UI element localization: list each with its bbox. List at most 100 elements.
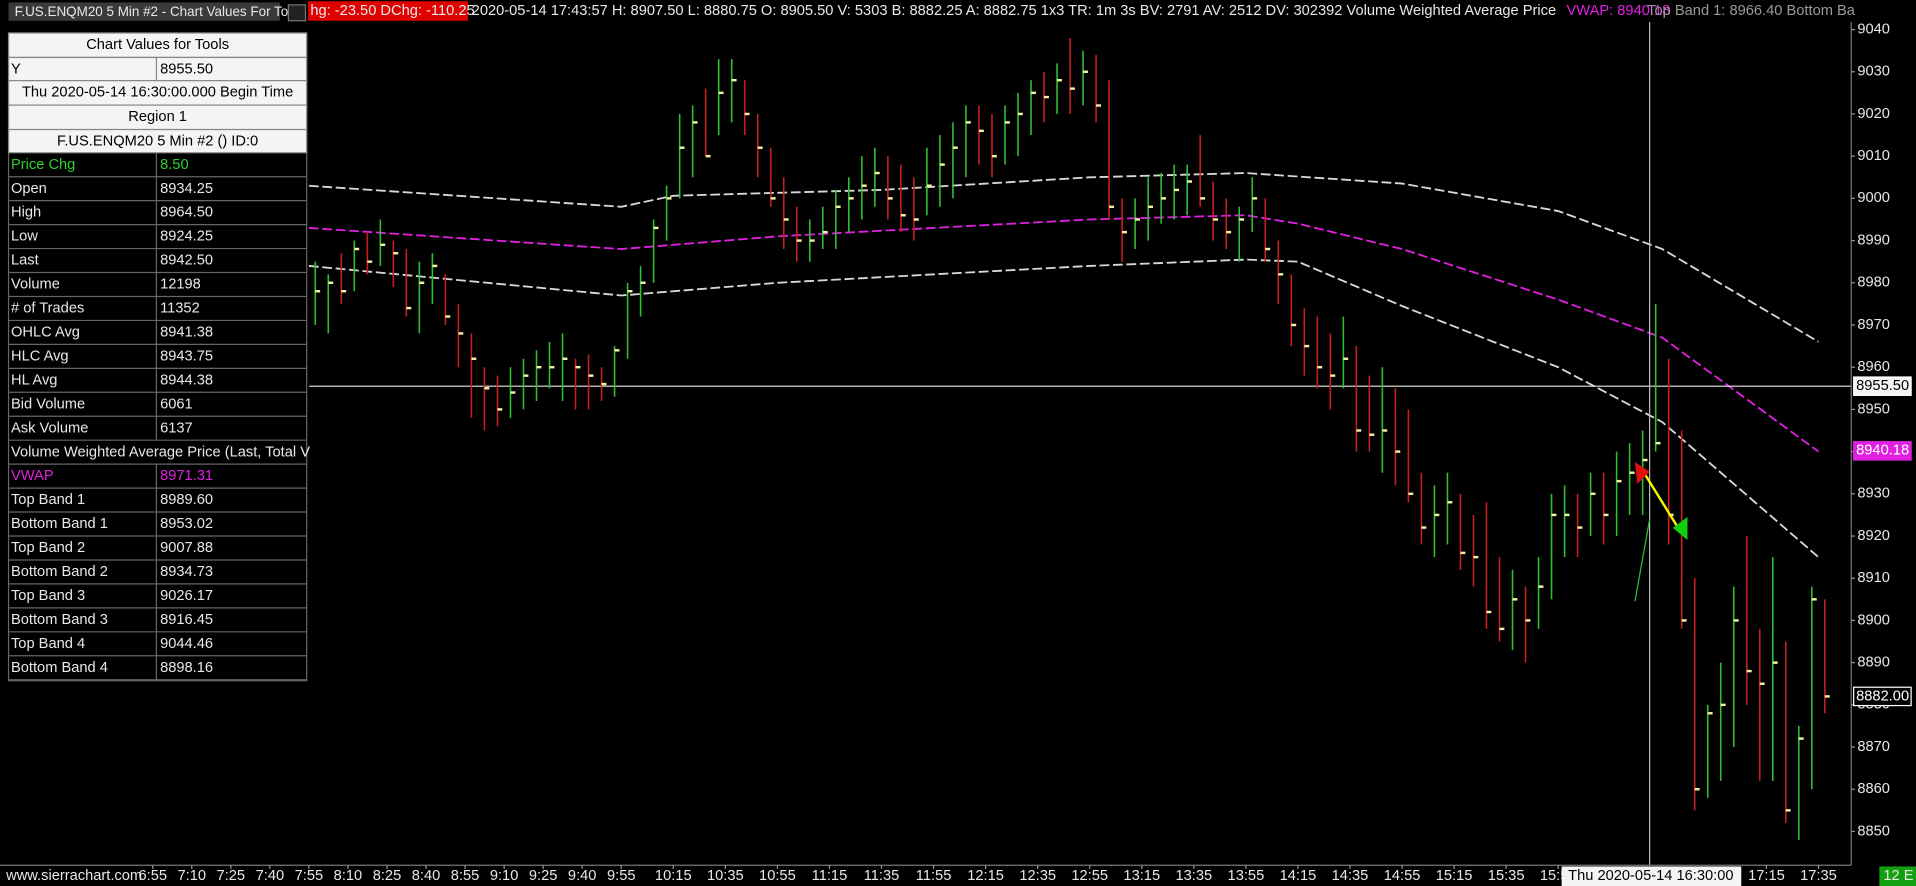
- dw-value: 11352: [160, 301, 200, 317]
- dw-label: High: [11, 205, 41, 221]
- dw-label: Bottom Band 2: [11, 564, 108, 580]
- dw-row: [7, 80, 308, 106]
- dw-label: OHLC Avg: [11, 325, 80, 341]
- x-tick-label: 6:55: [138, 868, 167, 884]
- y-tick-label: 9030: [1857, 64, 1890, 80]
- x-tick-label: 13:35: [1175, 868, 1212, 884]
- status-info: 2020-05-14 17:43:57 H: 8907.50 L: 8880.7…: [472, 3, 1556, 19]
- x-tick-label: 17:35: [1800, 868, 1837, 884]
- x-tick-label: 11:35: [864, 868, 900, 884]
- status-vwap: VWAP: 8940.18: [1567, 3, 1671, 19]
- dw-label: Top Band 1: [11, 492, 85, 508]
- corner-box: [1879, 866, 1916, 886]
- x-tick-label: 8:40: [412, 868, 441, 884]
- y-tick-label: 8860: [1857, 781, 1890, 797]
- price-marker-box: [1853, 686, 1912, 707]
- dw-study: Volume Weighted Average Price (Last, Tot…: [11, 444, 310, 460]
- dw-value: 8989.60: [160, 492, 213, 508]
- x-tick-label: 8:55: [451, 868, 480, 884]
- dw-label: Bottom Band 3: [11, 612, 108, 628]
- y-tick-label: 8850: [1857, 823, 1890, 839]
- dw-row: [7, 56, 308, 82]
- dw-label: Bottom Band 1: [11, 516, 108, 532]
- x-tick-label: 13:15: [1123, 868, 1160, 884]
- price-axis: 9040 9030 9020 9010 9000 8990 8980 8970 8960 8950…: [1850, 0, 1912, 866]
- y-tick-label: 9040: [1857, 21, 1890, 37]
- cursor-time: Thu 2020-05-14 16:30:00: [1568, 868, 1733, 884]
- title-tab[interactable]: [8, 2, 280, 21]
- dw-label: HLC Avg: [11, 348, 69, 364]
- x-tick-label: 12:15: [967, 868, 1004, 884]
- dw-value: 8924.25: [160, 229, 213, 245]
- dw-label: Volume: [11, 277, 60, 293]
- x-tick-label: 9:40: [568, 868, 597, 884]
- change-box: [307, 1, 469, 21]
- dw-value: 12198: [160, 277, 201, 293]
- status-bar: F.US.ENQM20 5 Min #2 - Chart Values For …: [0, 0, 1916, 22]
- dw-value: 8934.25: [160, 181, 213, 197]
- dw-begin-time: Thu 2020-05-14 16:30:00.000 Begin Time: [22, 85, 293, 101]
- dw-symbol: F.US.ENQM20 5 Min #2 () ID:0: [57, 134, 258, 150]
- y-tick-label: 9010: [1857, 148, 1890, 164]
- dw-label: Top Band 4: [11, 636, 85, 652]
- dw-value: 8971.31: [160, 468, 213, 484]
- window-title: F.US.ENQM20 5 Min #2 - Chart Values For …: [15, 4, 306, 19]
- x-tick-label: 15:15: [1436, 868, 1473, 884]
- title-button[interactable]: [287, 4, 307, 22]
- dw-label: Last: [11, 253, 39, 269]
- price-marker-box: [1853, 376, 1912, 396]
- x-tick-label: 12:35: [1019, 868, 1056, 884]
- dw-value: 8943.75: [160, 348, 213, 364]
- y-tick-label: 8990: [1857, 232, 1890, 248]
- status-bg: [0, 0, 1916, 22]
- sell-arrow: [1634, 461, 1650, 484]
- dw-label: Ask Volume: [11, 420, 88, 436]
- dw-value: 8941.38: [160, 325, 213, 341]
- dw-value: 9026.17: [160, 588, 213, 604]
- x-tick-label: 14:35: [1332, 868, 1369, 884]
- cursor-time-box: [1561, 866, 1742, 886]
- dw-value: 9007.88: [160, 540, 213, 556]
- dw-header: [7, 32, 308, 59]
- dw-value: 8934.73: [160, 564, 213, 580]
- price-marker-label: 8940.18: [1856, 443, 1909, 459]
- x-tick-label: 7:40: [256, 868, 285, 884]
- y-tick-label: 8900: [1857, 612, 1890, 628]
- x-tick-label: 8:10: [334, 868, 363, 884]
- band-line: [308, 258, 1820, 558]
- dw-value: 9044.46: [160, 636, 213, 652]
- x-tick-label: 7:55: [295, 868, 324, 884]
- x-tick-label: 15:35: [1488, 868, 1525, 884]
- dw-label: Y: [11, 62, 21, 78]
- x-tick-label: 10:55: [759, 868, 796, 884]
- y-tick-label: 8920: [1857, 528, 1890, 544]
- y-tick-label: 9020: [1857, 106, 1890, 122]
- dw-title: Chart Values for Tools: [86, 37, 229, 53]
- x-tick-label: 11:55: [916, 868, 952, 884]
- tool-line: [1640, 467, 1680, 530]
- dw-label: Price Chg: [11, 157, 75, 173]
- corner-label: 12 E: [1883, 868, 1913, 884]
- y-tick-label: 8930: [1857, 486, 1890, 502]
- dw-label: VWAP: [11, 468, 54, 484]
- dw-value: 8964.50: [160, 205, 213, 221]
- time-axis-bg: [0, 865, 1916, 886]
- x-tick-label: 14:55: [1384, 868, 1421, 884]
- y-tick-label: 8980: [1857, 275, 1890, 291]
- dw-value: 6137: [160, 420, 193, 436]
- x-tick-label: 7:10: [178, 868, 207, 884]
- plot-area: [308, 21, 1852, 866]
- x-tick-label: 9:55: [607, 868, 636, 884]
- y-tick-label: 8970: [1857, 317, 1890, 333]
- dw-value: 8898.16: [160, 660, 213, 676]
- dw-label: Low: [11, 229, 38, 245]
- data-window: Chart Values for Tools Y 8955.50 Thu 202…: [7, 32, 310, 682]
- price-marker-label: 8955.50: [1856, 378, 1909, 394]
- y-tick-label: 8960: [1857, 359, 1890, 375]
- dw-row: [7, 104, 308, 131]
- x-tick-label: 10:15: [655, 868, 692, 884]
- dw-value: 8942.50: [160, 253, 213, 269]
